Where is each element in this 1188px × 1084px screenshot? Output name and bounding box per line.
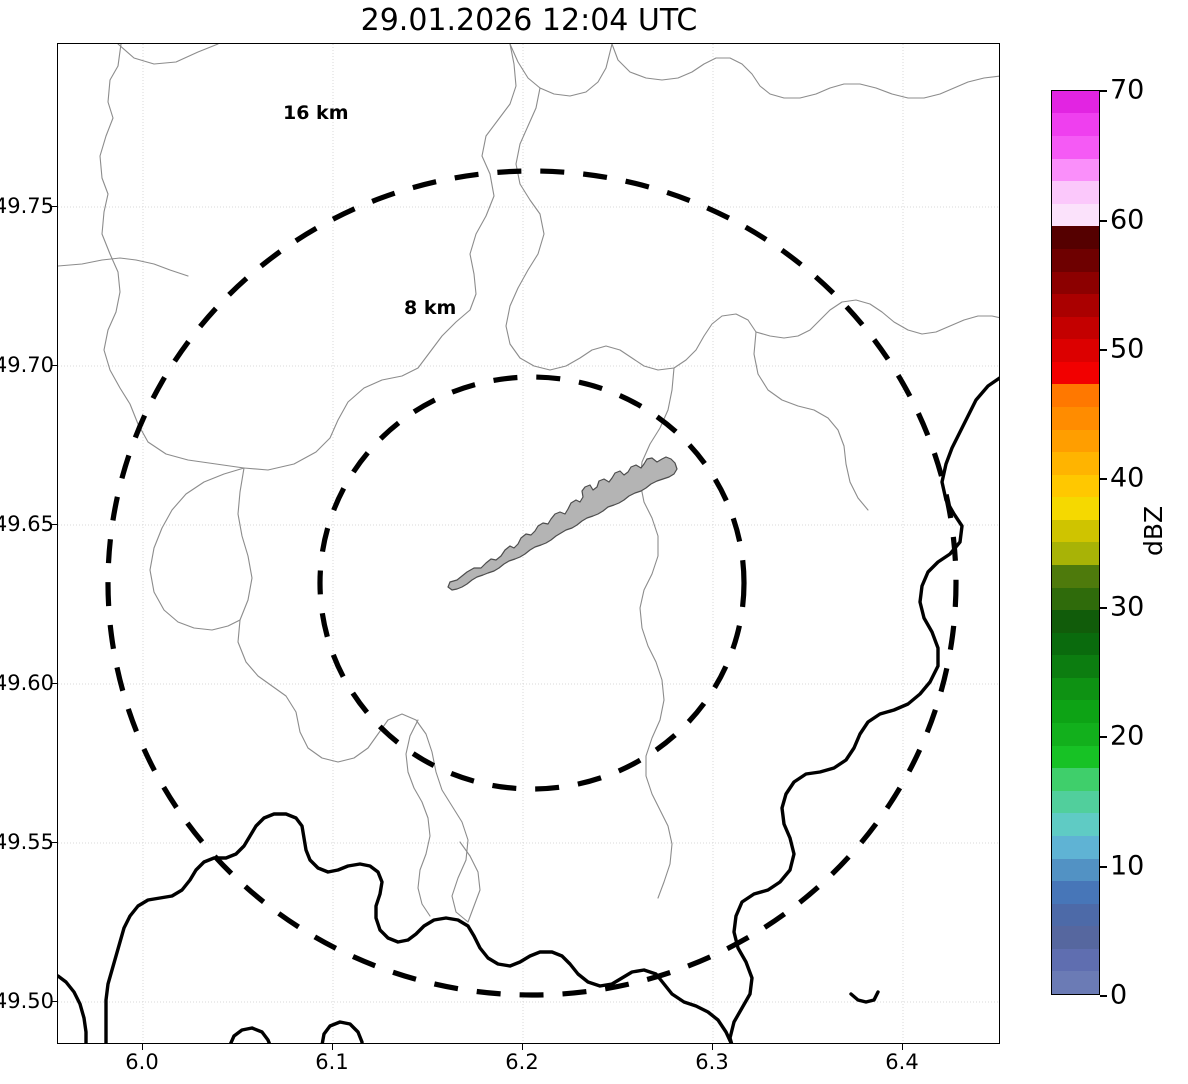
colorbar-band-32	[1052, 248, 1099, 272]
xtick-mark-6.2	[522, 1044, 524, 1050]
colorbar-band-21	[1052, 497, 1099, 520]
colorbar-band-7	[1052, 813, 1099, 836]
cbar-tick-label-60: 60	[1110, 204, 1145, 236]
cbar-tick-label-10: 10	[1110, 850, 1145, 882]
colorbar-band-8	[1052, 790, 1099, 814]
ytick-mark-49.75	[51, 206, 57, 208]
xtick-mark-6.3	[712, 1044, 714, 1050]
colorbar-band-10	[1052, 745, 1099, 769]
ytick-mark-49.55	[51, 842, 57, 844]
colorbar-band-25	[1052, 406, 1099, 430]
colorbar-band-15	[1052, 632, 1099, 656]
xtick-mark-6.0	[142, 1044, 144, 1050]
range-ring-label-8km: 8 km	[404, 297, 457, 319]
dbz-colorbar[interactable]	[1051, 90, 1100, 995]
cbar-tick-mark-30	[1100, 607, 1107, 609]
colorbar-band-37	[1052, 136, 1099, 159]
colorbar-band-28	[1052, 339, 1099, 362]
ytick-mark-49.70	[51, 365, 57, 367]
colorbar-band-5	[1052, 858, 1099, 882]
cbar-tick-label-70: 70	[1110, 74, 1145, 106]
colorbar-band-13	[1052, 677, 1099, 701]
cbar-tick-mark-60	[1100, 220, 1107, 222]
ytick-label-49.70: 49.70	[0, 353, 54, 377]
map-gridlines	[58, 44, 999, 1043]
colorbar-band-18	[1052, 565, 1099, 588]
cbar-tick-mark-10	[1100, 866, 1107, 868]
colorbar-band-1	[1052, 948, 1099, 972]
colorbar-band-27	[1052, 361, 1099, 385]
colorbar-band-17	[1052, 587, 1099, 611]
xtick-label-6.2: 6.2	[505, 1050, 539, 1074]
admin-boundary-lines	[58, 44, 999, 923]
ytick-label-49.50: 49.50	[0, 989, 54, 1013]
colorbar-band-16	[1052, 610, 1099, 633]
xtick-label-6.4: 6.4	[885, 1050, 919, 1074]
ytick-label-49.60: 49.60	[0, 671, 54, 695]
ytick-label-49.75: 49.75	[0, 194, 54, 218]
city-polygon	[447, 456, 678, 591]
colorbar-band-34	[1052, 203, 1099, 227]
colorbar-band-3	[1052, 903, 1099, 927]
national-border-line	[58, 376, 999, 1043]
xtick-label-6.1: 6.1	[315, 1050, 349, 1074]
colorbar-band-38	[1052, 113, 1099, 137]
colorbar-band-4	[1052, 881, 1099, 904]
colorbar-band-11	[1052, 723, 1099, 746]
cbar-tick-mark-70	[1100, 90, 1107, 92]
range-ring-8km	[317, 374, 747, 792]
xtick-mark-6.1	[332, 1044, 334, 1050]
colorbar-band-35	[1052, 181, 1099, 204]
range-ring-label-16km: 16 km	[283, 102, 349, 124]
cbar-tick-label-40: 40	[1110, 462, 1145, 494]
cbar-tick-label-20: 20	[1110, 720, 1145, 752]
ytick-mark-49.65	[51, 524, 57, 526]
radar-map-canvas	[58, 44, 999, 1043]
colorbar-band-9	[1052, 768, 1099, 791]
cbar-tick-mark-50	[1100, 349, 1107, 351]
colorbar-band-19	[1052, 542, 1099, 566]
xtick-label-6.0: 6.0	[125, 1050, 159, 1074]
cbar-tick-mark-0	[1100, 995, 1107, 997]
colorbar-band-33	[1052, 226, 1099, 249]
range-rings	[105, 168, 959, 998]
colorbar-band-36	[1052, 158, 1099, 182]
cbar-tick-label-30: 30	[1110, 591, 1145, 623]
colorbar-band-24	[1052, 429, 1099, 453]
xtick-mark-6.4	[902, 1044, 904, 1050]
colorbar-band-30	[1052, 294, 1099, 317]
cbar-tick-label-50: 50	[1110, 333, 1145, 365]
radar-map-axes[interactable]	[57, 43, 1000, 1044]
colorbar-band-6	[1052, 835, 1099, 859]
range-ring-16km	[105, 168, 959, 998]
colorbar-axis-label: dBZ	[1139, 505, 1168, 556]
cbar-tick-mark-20	[1100, 736, 1107, 738]
colorbar-band-31	[1052, 271, 1099, 295]
ytick-label-49.55: 49.55	[0, 830, 54, 854]
cbar-tick-mark-40	[1100, 478, 1107, 480]
ytick-mark-49.60	[51, 683, 57, 685]
colorbar-band-29	[1052, 316, 1099, 340]
figure-title: 29.01.2026 12:04 UTC	[360, 3, 698, 38]
colorbar-band-0	[1052, 971, 1099, 994]
ytick-mark-49.50	[51, 1001, 57, 1003]
ytick-label-49.65: 49.65	[0, 512, 54, 536]
colorbar-band-20	[1052, 519, 1099, 543]
xtick-label-6.3: 6.3	[695, 1050, 729, 1074]
colorbar-band-23	[1052, 452, 1099, 475]
colorbar-band-26	[1052, 384, 1099, 407]
cbar-tick-label-0: 0	[1110, 979, 1128, 1011]
colorbar-band-22	[1052, 474, 1099, 498]
colorbar-band-12	[1052, 700, 1099, 724]
colorbar-band-39	[1052, 90, 1099, 114]
colorbar-band-2	[1052, 926, 1099, 949]
colorbar-band-14	[1052, 655, 1099, 678]
